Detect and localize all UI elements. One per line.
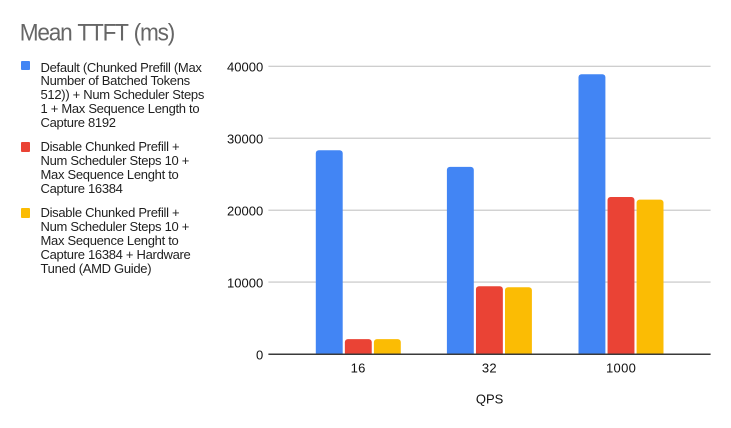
svg-text:32: 32 <box>482 360 497 375</box>
svg-text:30000: 30000 <box>227 132 263 147</box>
svg-text:QPS: QPS <box>476 392 504 407</box>
svg-text:40000: 40000 <box>227 60 263 75</box>
svg-text:10000: 10000 <box>227 275 263 290</box>
svg-text:0: 0 <box>256 348 263 363</box>
svg-text:1000: 1000 <box>606 360 636 375</box>
svg-text:16: 16 <box>351 360 366 375</box>
svg-text:20000: 20000 <box>227 204 263 219</box>
